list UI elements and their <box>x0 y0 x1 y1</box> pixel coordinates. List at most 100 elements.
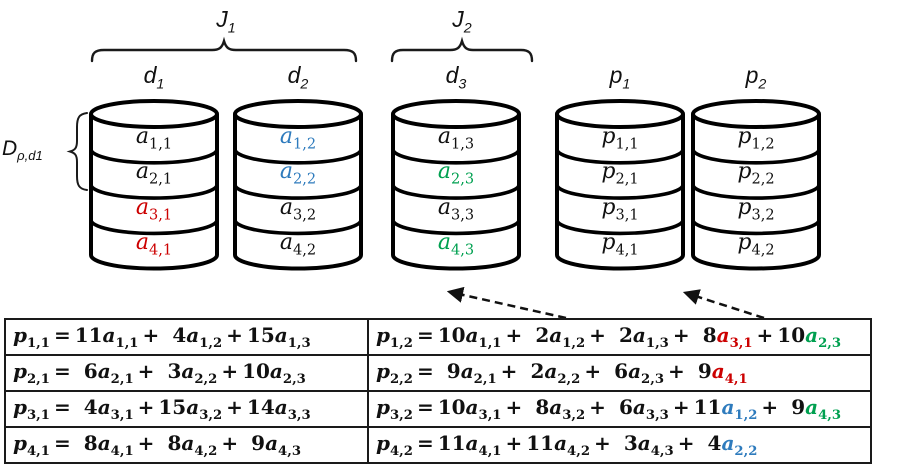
equation-cell-left: p2,1 = 6a2,1 +3a2,2 +10a2,3 <box>4 354 369 392</box>
arrow-table-to-disks-right <box>682 289 765 320</box>
math-var: p3,2 <box>737 194 775 223</box>
coefficient: 2 <box>619 323 633 347</box>
math-var: a4,1 <box>97 431 134 459</box>
equation-cell-right: p1,2 = 10a1,1 +2a1,2 +2a1,3 +8a3,1 +10a2,3 <box>367 318 872 356</box>
equation-row: p3,1 = 4a3,1 +15a3,2 +14a3,3 p3,2 = 10a3,1 +8a3,… <box>4 390 872 428</box>
coefficient: 8 <box>167 431 182 455</box>
disk-cylinder: a1,3 a2,3 a3,3 a4,3 <box>390 98 522 271</box>
disk-column-p1: p1 p1,1 p2,1 p3,1 p4,1 <box>554 58 686 271</box>
math-var: p1,1 <box>601 123 639 153</box>
coefficient: 8 <box>535 395 550 419</box>
coefficient: 8 <box>83 431 98 455</box>
math-var: a1,2 <box>721 395 758 423</box>
math-var: a2,1 <box>460 359 497 387</box>
math-var: a4,1 <box>135 229 173 259</box>
plus-sign: + <box>589 395 606 419</box>
plus-sign: + <box>221 431 239 455</box>
math-var: p1,2 <box>376 323 413 351</box>
equation: p1,2 = 10a1,1 +2a1,2 +2a1,3 +8a3,1 +10a2,3 <box>376 323 841 351</box>
math-var: p2,2 <box>737 159 775 188</box>
disk-column-d2: d2 a1,2 a2,2 a3,2 a4,2 <box>232 58 364 271</box>
equation: p4,1 = 8a4,1 +8a4,2 +9a4,3 <box>13 431 301 459</box>
plus-sign: + <box>668 359 685 383</box>
math-var: p1,2 <box>737 123 775 153</box>
coefficient: 11 <box>74 323 103 347</box>
coefficient: 10 <box>777 323 806 347</box>
coefficient: 8 <box>702 323 717 347</box>
math-var: a4,1 <box>711 359 748 387</box>
math-var: a3,2 <box>186 395 223 423</box>
math-var: a3,3 <box>632 395 669 423</box>
coefficient: 11 <box>437 431 466 455</box>
plus-sign: + <box>761 395 779 419</box>
equation-row: p2,1 = 6a2,1 +3a2,2 +10a2,3 p2,2 = 9a2,1 +2a2,2 +… <box>4 354 872 392</box>
plus-sign: + <box>137 431 155 455</box>
equals-sign: = <box>416 395 434 419</box>
coefficient: 10 <box>437 395 466 419</box>
disk-cell: p4,1 <box>558 229 682 259</box>
math-var: a3,1 <box>97 395 134 423</box>
equals-sign: = <box>53 359 71 383</box>
math-var: p3,1 <box>601 194 639 223</box>
equation: p1,1 = 11a1,1 +4a1,2 +15a1,3 <box>13 323 311 351</box>
equation: p3,1 = 4a3,1 +15a3,2 +14a3,3 <box>13 395 311 423</box>
equals-sign: = <box>53 431 71 455</box>
coefficient: 9 <box>791 395 806 419</box>
equation-row: p1,1 = 11a1,1 +4a1,2 +15a1,3 p1,2 = 10a1,1 +2a1,… <box>4 318 872 356</box>
equation: p2,1 = 6a2,1 +3a2,2 +10a2,3 <box>13 359 306 387</box>
plus-sign: + <box>584 359 602 383</box>
math-var: a1,3 <box>632 323 669 351</box>
equation-cell-left: p1,1 = 11a1,1 +4a1,2 +15a1,3 <box>4 318 369 356</box>
math-var: a1,2 <box>279 123 317 153</box>
coefficient: 4 <box>172 323 187 347</box>
disk-cylinder: p1,1 p2,1 p3,1 p4,1 <box>554 98 686 271</box>
plus-sign: + <box>677 431 695 455</box>
parity-set-letter: D <box>2 137 18 160</box>
cylinder-outline <box>391 99 521 271</box>
plus-sign: + <box>505 395 523 419</box>
cylinder-outline <box>233 99 363 271</box>
math-var: a1,3 <box>274 323 311 351</box>
math-var: a4,2 <box>554 431 590 459</box>
disk-cell: a2,1 <box>92 158 216 188</box>
coefficient: 6 <box>83 359 98 383</box>
coefficient: 10 <box>242 359 270 383</box>
coefficient: 15 <box>158 395 187 419</box>
plus-sign: + <box>137 395 155 419</box>
math-var: a4,1 <box>465 431 502 459</box>
math-var: a1,3 <box>437 123 475 153</box>
coefficient: 4 <box>707 431 722 455</box>
plus-sign: + <box>500 359 518 383</box>
coefficient: 10 <box>437 323 466 347</box>
group-j1-letter: J <box>216 6 228 32</box>
parity-equations-table: p1,1 = 11a1,1 +4a1,2 +15a1,3 p1,2 = 10a1,1 +2a1,… <box>4 318 872 464</box>
equation: p3,2 = 10a3,1 +8a3,2 +6a3,3 +11a1,2 +9a4,3 <box>376 395 842 423</box>
coefficient: 9 <box>446 359 461 383</box>
math-var: p4,1 <box>601 229 639 259</box>
math-var: a2,2 <box>181 359 218 387</box>
math-var: a1,1 <box>465 323 502 351</box>
plus-sign: + <box>589 323 606 347</box>
math-var: a3,3 <box>274 395 311 423</box>
coefficient: 15 <box>246 323 275 347</box>
math-var: a3,3 <box>437 194 475 223</box>
math-var: a4,3 <box>805 395 842 423</box>
math-var: p2,1 <box>13 359 50 387</box>
plus-sign: + <box>226 395 243 419</box>
group-j2-letter: J <box>452 6 464 32</box>
plus-sign: + <box>142 323 160 347</box>
coefficient: 14 <box>246 395 275 419</box>
disk-cylinder: a1,2 a2,2 a3,2 a4,2 <box>232 98 364 271</box>
disk-cell: p2,2 <box>694 158 818 188</box>
disk-cylinder: p1,2 p2,2 p3,2 p4,2 <box>690 98 822 271</box>
cylinder-outline <box>691 99 821 271</box>
disk-label: d3 <box>445 62 467 93</box>
group-j2-subscript: 2 <box>463 20 472 37</box>
disk-cell: a4,1 <box>92 229 216 259</box>
math-var: p3,2 <box>376 395 413 423</box>
math-var: a2,2 <box>544 359 581 387</box>
disk-cell: a2,3 <box>394 158 518 188</box>
plus-sign: + <box>137 359 155 383</box>
disk-cell: p2,1 <box>558 158 682 188</box>
disk-label: d2 <box>287 62 309 93</box>
